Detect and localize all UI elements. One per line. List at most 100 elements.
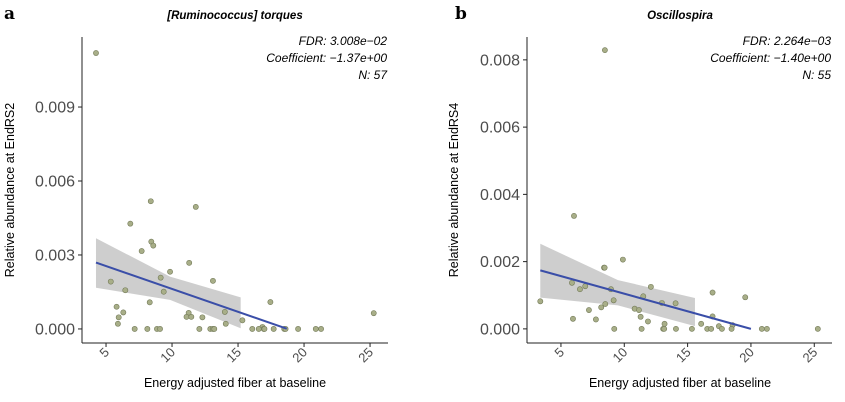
- data-point: [131, 326, 138, 332]
- data-point: [569, 279, 575, 286]
- data-point: [586, 307, 592, 313]
- x-tick-label: 20: [289, 345, 310, 366]
- data-point: [157, 274, 164, 281]
- data-point: [147, 198, 154, 205]
- data-point: [144, 326, 151, 332]
- data-point: [719, 325, 725, 332]
- data-point: [814, 325, 821, 332]
- data-point: [689, 325, 695, 332]
- data-point: [239, 317, 246, 324]
- data-point: [188, 313, 195, 320]
- y-tick-label: 0.006: [35, 174, 75, 191]
- x-axis-label: Energy adjusted fiber at baseline: [144, 376, 326, 390]
- data-point: [610, 297, 617, 304]
- data-point: [636, 307, 642, 313]
- chart-title: [Ruminococcus] torques: [166, 10, 302, 22]
- data-point: [709, 289, 716, 296]
- plot-area: [93, 50, 377, 332]
- data-point: [673, 325, 679, 332]
- x-tick-label: 10: [157, 345, 178, 366]
- annotation-fdr: FDR: 2.264e−03: [743, 34, 832, 48]
- data-point: [93, 50, 99, 56]
- data-point: [698, 320, 705, 327]
- data-point: [146, 299, 153, 306]
- chart-title: Oscillospira: [647, 10, 713, 22]
- panel-label: a: [4, 4, 15, 24]
- regression-line: [95, 261, 288, 330]
- panel-a: a [Ruminococcus] torques FDR: 3.008e−02 …: [3, 4, 388, 390]
- data-point: [210, 277, 216, 284]
- data-point: [571, 212, 577, 219]
- y-tick-label: 0.009: [35, 100, 75, 117]
- panel-label: b: [455, 4, 467, 24]
- x-tick-label: 20: [736, 345, 757, 366]
- data-point: [647, 283, 654, 290]
- data-point: [107, 278, 114, 285]
- data-point: [672, 300, 679, 307]
- annotation-n: N: 57: [358, 68, 388, 82]
- data-point: [192, 203, 199, 210]
- data-point: [602, 301, 609, 307]
- regression-line: [540, 269, 752, 330]
- data-point: [255, 326, 262, 332]
- data-point: [598, 304, 605, 311]
- data-point: [113, 303, 120, 310]
- y-tick-label: 0.000: [35, 321, 75, 338]
- data-point: [270, 326, 277, 332]
- data-point: [186, 259, 193, 266]
- data-point: [295, 326, 302, 332]
- data-point: [261, 326, 268, 332]
- data-point: [211, 326, 218, 332]
- data-point: [122, 287, 129, 294]
- x-axis-label: Energy adjusted fiber at baseline: [589, 376, 771, 390]
- data-point: [150, 242, 157, 249]
- panel-b: b Oscillospira FDR: 2.264e−03 Coefficien…: [447, 4, 832, 390]
- data-point: [115, 314, 122, 321]
- data-point: [537, 298, 544, 305]
- x-tick-label: 25: [800, 345, 821, 366]
- x-tick-label: 25: [355, 345, 376, 366]
- data-point: [763, 325, 770, 332]
- annotation-coefficient: Coefficient: −1.40e+00: [710, 51, 831, 65]
- data-point: [661, 325, 668, 332]
- data-point: [570, 315, 576, 322]
- data-point: [601, 47, 608, 54]
- y-tick-label: 0.006: [480, 120, 520, 137]
- confidence-ribbon: [95, 238, 241, 329]
- data-point: [638, 325, 645, 332]
- data-point: [601, 264, 608, 271]
- y-tick-label: 0.008: [480, 52, 520, 69]
- data-point: [138, 248, 145, 254]
- x-tick-label: 5: [551, 345, 567, 361]
- confidence-ribbon: [540, 243, 695, 327]
- data-point: [183, 313, 190, 320]
- y-axis-label: Relative abundance at EndRS4: [447, 103, 461, 277]
- data-point: [370, 310, 377, 317]
- y-axis-label: Relative abundance at EndRS2: [3, 103, 17, 277]
- data-point: [127, 220, 134, 227]
- data-point: [645, 318, 651, 325]
- data-point: [249, 326, 256, 332]
- data-point: [167, 268, 173, 275]
- data-point: [758, 325, 765, 332]
- data-point: [312, 326, 319, 332]
- data-point: [637, 313, 644, 320]
- y-tick-label: 0.004: [480, 187, 520, 204]
- y-tick-label: 0.003: [35, 247, 75, 264]
- data-point: [120, 309, 127, 316]
- data-point: [611, 325, 618, 332]
- data-point: [593, 316, 599, 323]
- annotation-n: N: 55: [802, 68, 831, 82]
- data-point: [619, 256, 626, 263]
- data-point: [661, 320, 668, 327]
- data-point: [577, 286, 583, 293]
- data-point: [160, 288, 167, 295]
- data-point: [199, 314, 206, 321]
- data-point: [222, 320, 229, 327]
- data-point: [267, 299, 274, 305]
- plot-area: [537, 47, 821, 332]
- data-point: [196, 326, 203, 332]
- y-tick-label: 0.000: [480, 321, 520, 338]
- data-point: [728, 325, 735, 332]
